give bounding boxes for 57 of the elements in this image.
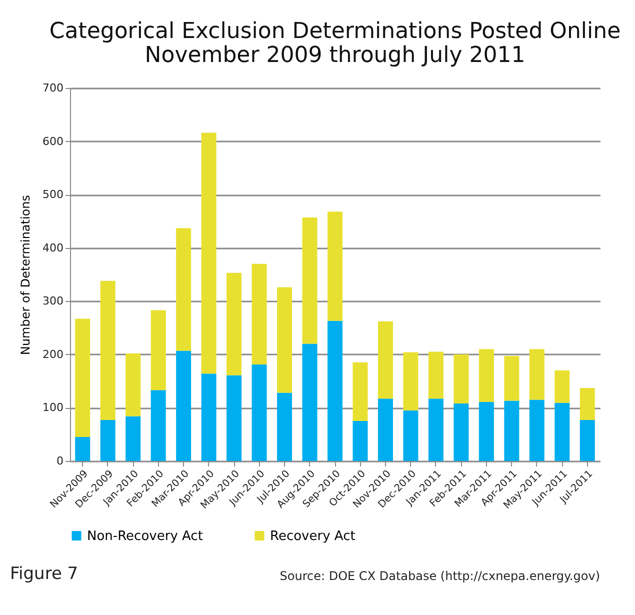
y-tick-label: 600 [42, 134, 64, 148]
bar [302, 344, 318, 461]
bar [277, 392, 292, 461]
y-tick-label: 300 [42, 294, 64, 308]
text: November 2009 through July 2011 [144, 43, 526, 68]
bar [504, 400, 520, 461]
bar [226, 375, 242, 461]
bar [403, 410, 418, 461]
bar [352, 421, 368, 461]
bar [504, 356, 520, 401]
bar [580, 420, 595, 461]
y-tick-label: 100 [42, 401, 64, 414]
y-tick-label: 0 [56, 454, 64, 468]
bar [252, 364, 267, 461]
bar [150, 310, 166, 390]
bar [176, 350, 192, 461]
bar [126, 416, 141, 461]
bar [328, 212, 342, 321]
text: Categorical Exclusion Determinations Posted Online [49, 19, 621, 44]
bar [428, 398, 444, 461]
caption: Figure 7 [10, 564, 78, 584]
bar [554, 370, 570, 403]
y-tick-label: 400 [42, 241, 64, 254]
bar [554, 402, 570, 461]
y-tick-label: 200 [42, 348, 64, 361]
bar [126, 353, 141, 416]
bar [428, 352, 444, 399]
bar [75, 318, 90, 438]
bar [252, 264, 267, 365]
bar [277, 287, 292, 393]
bar [529, 400, 544, 461]
bar [100, 280, 116, 420]
bar [454, 403, 469, 461]
bar [75, 437, 90, 461]
bar [201, 132, 216, 374]
source-note: Source: DOE CX Database (http://cxnepa.energy.gov) [280, 569, 600, 583]
bar [328, 320, 342, 461]
y-tick-label: 700 [42, 82, 64, 94]
bar [150, 390, 166, 461]
bar [403, 352, 418, 410]
bar [226, 272, 242, 376]
bar [378, 398, 393, 461]
bar [201, 374, 216, 461]
y-axis-title: Number of Determinations [18, 194, 33, 356]
bar [529, 349, 544, 400]
legend-label: Non-Recovery Act [87, 528, 203, 544]
bar [100, 420, 116, 461]
y-tick-label: 500 [42, 188, 64, 202]
bar [580, 388, 595, 420]
bar [378, 321, 393, 399]
bar [454, 354, 469, 404]
bar [176, 228, 192, 351]
bar [302, 217, 318, 344]
bar [352, 362, 368, 422]
bar [478, 349, 494, 402]
bar [478, 402, 494, 461]
legend-label: Recovery Act [270, 528, 356, 544]
